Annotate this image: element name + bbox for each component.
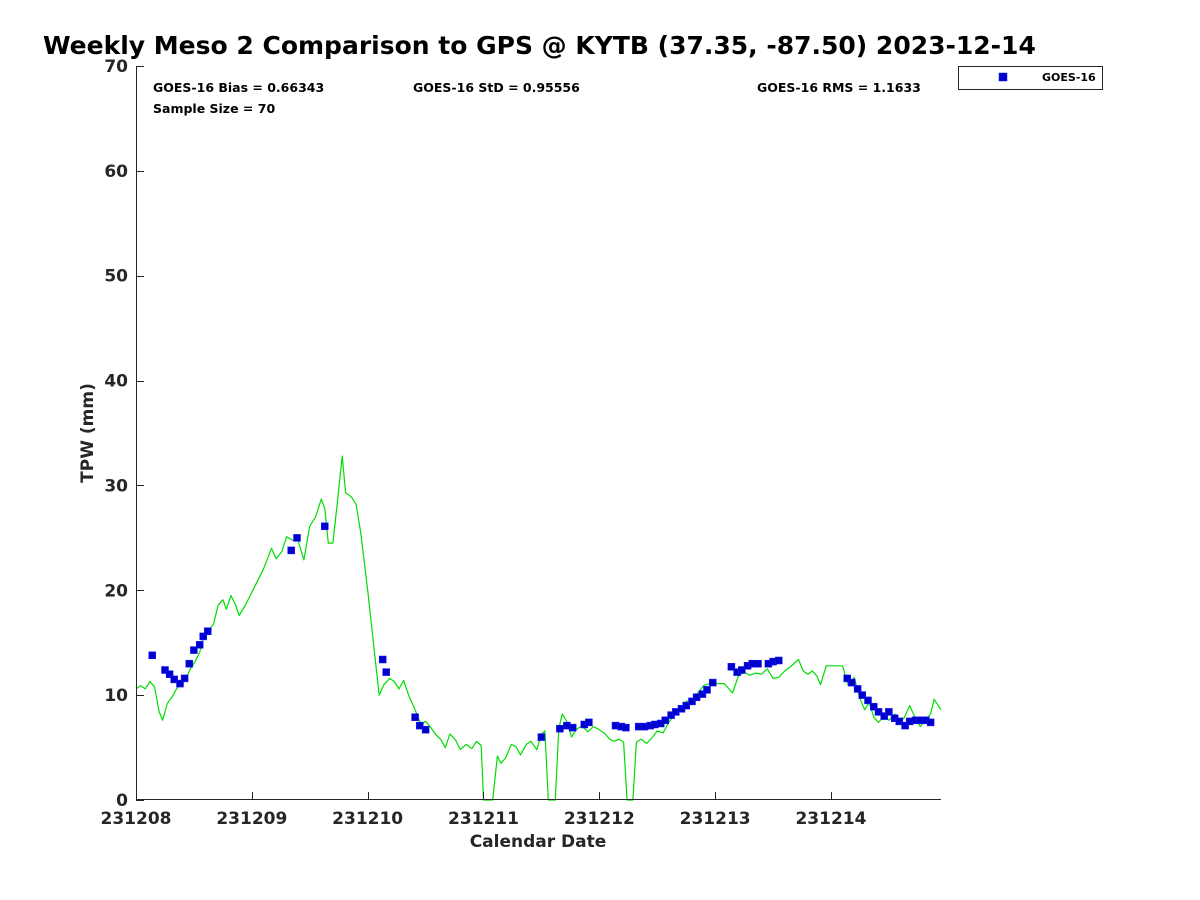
stat-rms: GOES-16 RMS = 1.1633 [757,80,921,95]
y-axis-label: TPW (mm) [78,383,98,483]
chart-title: Weekly Meso 2 Comparison to GPS @ KYTB (… [43,31,1036,60]
goes16-point [161,666,169,674]
goes16-point [411,713,419,721]
goes16-point [421,725,430,734]
goes16-point [185,659,194,668]
goes16-point [880,712,888,720]
goes16-point [848,678,856,687]
goes16-point [622,723,630,732]
y-tick-label: 10 [104,686,128,706]
x-tick-label: 231209 [216,809,287,829]
goes16-point [874,708,883,716]
goes16-point [195,641,204,649]
x-tick-label: 231211 [448,809,519,829]
y-tick-label: 60 [104,162,128,182]
plot-area [136,66,941,800]
goes16-point [585,718,593,727]
goes16-point [556,724,564,733]
stat-std: GOES-16 StD = 0.95556 [413,80,580,95]
x-tick-label: 231213 [680,809,751,829]
goes16-point [148,651,156,660]
goes16-point [698,690,707,698]
goes16-point [858,691,866,699]
legend-marker [998,72,1008,82]
stat-sample-size: Sample Size = 70 [153,101,275,116]
goes16-point [926,718,935,727]
goes16-point [378,655,387,664]
goes16-point [170,675,178,684]
goes16-point [176,679,184,688]
legend: GOES-16 [958,66,1103,90]
goes16-point [199,632,207,641]
legend-box [958,66,1103,90]
x-tick-label: 231214 [795,809,866,829]
goes16-point [727,663,736,671]
goes16-point [703,686,711,694]
y-tick-label: 70 [104,57,128,77]
goes16-point [416,721,424,730]
x-tick-label: 231208 [101,809,172,829]
goes16-point [775,656,783,665]
goes16-point [287,546,295,555]
goes16-point [870,702,878,711]
goes16-point [537,733,546,741]
y-tick-label: 20 [104,581,128,601]
goes16-point [682,701,690,710]
x-axis-label: Calendar Date [470,832,607,852]
y-tick-label: 40 [104,372,128,392]
ticks-layer: 0 10 20 30 40 50 60 70 231208 231209 231210 231211 2… [101,57,867,829]
goes16-point [895,717,904,726]
goes16-point [901,721,909,730]
goes16-point [709,678,717,687]
goes16-point [738,666,746,674]
stat-bias: GOES-16 Bias = 0.66343 [153,80,324,95]
x-tick-label: 231212 [564,809,635,829]
goes16-point [204,627,212,635]
goes16-point [688,697,696,706]
goes16-point [293,534,301,542]
goes16-point [864,696,872,705]
gps-line [135,455,942,801]
y-tick-label: 30 [104,476,128,496]
goes16-point [843,674,851,683]
goes16-point [754,659,762,668]
goes16-point [165,670,174,678]
goes16-point [321,522,329,531]
goes16-point [568,723,577,732]
series-layer [135,455,942,801]
goes16-point [885,708,893,716]
goes16-point [853,685,862,693]
legend-label: GOES-16 [1042,71,1096,84]
y-tick-label: 50 [104,267,128,287]
goes16-point [382,668,390,676]
y-tick-label: 0 [116,791,128,811]
goes16-point [190,646,198,654]
goes16-point [180,674,189,683]
goes16-point [661,716,670,725]
x-tick-label: 231210 [332,809,403,829]
